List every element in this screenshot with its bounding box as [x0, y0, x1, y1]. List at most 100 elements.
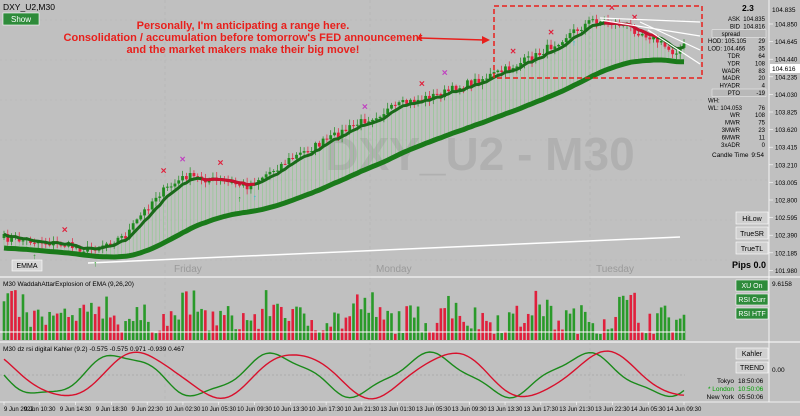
waddah-bar: [10, 290, 13, 340]
waddah-bar: [500, 333, 503, 340]
clock-tokyo-city: Tokyo: [717, 378, 734, 385]
waddah-bar: [374, 316, 378, 340]
candle-body: [82, 251, 86, 253]
candle-body: [230, 181, 234, 183]
info-row-value: 23: [758, 128, 765, 134]
candle-body: [363, 119, 367, 124]
waddah-bar: [435, 322, 439, 340]
waddah-bar: [656, 313, 659, 340]
spread-row-box: [711, 29, 767, 38]
waddah-bar: [329, 326, 333, 340]
price-tick-label: 104.850: [775, 22, 798, 29]
candle-body: [105, 243, 108, 246]
candle-body: [32, 242, 36, 244]
waddah-bar: [21, 294, 25, 340]
waddah-bar: [648, 313, 652, 340]
show-button[interactable]: [2, 12, 40, 26]
time-tick-label: 13 Jun 13:30: [488, 407, 523, 413]
trend-button[interactable]: [735, 361, 769, 374]
info-row-value: 0: [762, 143, 766, 149]
sell-signal-icon: ✕: [179, 155, 186, 164]
candle-body: [63, 245, 67, 247]
truesr-button[interactable]: [735, 226, 769, 240]
waddah-bar: [177, 319, 181, 340]
waddah-bar: [268, 316, 272, 340]
kahler-button[interactable]: [735, 347, 769, 360]
pointer-line-2: [599, 19, 701, 37]
rsi-htf-button[interactable]: [735, 307, 769, 320]
waddah-bar: [450, 318, 454, 340]
waddah-bar: [371, 292, 374, 340]
waddah-bar: [276, 303, 279, 340]
waddah-bar: [185, 291, 188, 340]
waddah-bar: [538, 304, 541, 340]
buy-signal-icon: ↑: [32, 252, 36, 261]
candle-body: [576, 29, 580, 31]
range-highlight-box: [493, 5, 703, 79]
waddah-bar: [382, 319, 386, 340]
price-tick-label: 103.415: [775, 145, 798, 152]
waddah-bar: [390, 313, 393, 340]
day-label-monday: Monday: [376, 264, 412, 275]
candle-body: [348, 125, 352, 132]
waddah-bar: [534, 290, 538, 340]
candle-body: [378, 116, 382, 119]
candle-body: [568, 33, 572, 39]
clock-london-time: 10:50:06: [738, 386, 764, 393]
candle-body: [557, 44, 561, 47]
candle-body: [553, 46, 557, 50]
waddah-bar: [318, 332, 321, 340]
waddah-bar: [272, 304, 276, 340]
xu-on-button[interactable]: [735, 279, 769, 292]
waddah-bar: [299, 307, 302, 340]
candle-body: [165, 186, 169, 188]
candle-body: [344, 129, 348, 132]
waddah-bar: [306, 325, 310, 340]
candle-body: [146, 209, 150, 211]
candle-body: [162, 187, 165, 197]
emma-button-label: EMMA: [17, 263, 38, 270]
waddah-bar: [321, 330, 325, 340]
truetl-button[interactable]: [735, 241, 769, 255]
waddah-bar: [295, 306, 298, 340]
info-row-value: 35: [758, 47, 765, 53]
candle-body: [2, 234, 6, 238]
waddah-bar: [659, 307, 663, 340]
info-row-label: 3MWR: [722, 128, 741, 134]
sell-signal-icon: ✕: [217, 159, 224, 168]
waddah-bar: [101, 318, 105, 340]
signal-markers: ↑ ✕ ↑ ✕ ✕ ✕ ↑ ↑ ✕ ✕ ✕ ✕ ✕ ↑ ✕ ✕: [32, 4, 638, 269]
waddah-bar: [602, 319, 606, 340]
candle-body: [21, 240, 25, 242]
hilow-button[interactable]: [735, 211, 769, 225]
rsi-curr-button[interactable]: [735, 293, 769, 306]
waddah-bar: [291, 309, 295, 340]
waddah-bar: [128, 318, 131, 340]
time-tick-label: 10 Jun 21:30: [345, 407, 380, 413]
waddah-bar: [420, 332, 424, 340]
emma-button[interactable]: [11, 259, 43, 272]
candle-body: [526, 56, 530, 58]
candle-body: [184, 176, 188, 180]
waddah-bar: [519, 326, 522, 340]
info-row-label: 6MWR: [722, 135, 741, 141]
price-tick-label: 102.185: [775, 250, 798, 257]
price-tick-label: 102.800: [775, 198, 798, 205]
candle-body: [298, 152, 302, 155]
waddah-bar: [55, 313, 59, 340]
candle-body: [291, 158, 295, 160]
rsi-scale-value: 0.00: [772, 367, 785, 374]
watermark-text: DXY_U2 - M30: [325, 128, 634, 180]
candle-body: [196, 176, 200, 178]
waddah-bar: [492, 333, 496, 340]
info-row-label: LOD: 104.466: [708, 47, 746, 53]
waddah-bar: [405, 306, 408, 340]
candle-body: [116, 237, 120, 244]
annotation-arrow-dot: [418, 36, 422, 40]
time-tick-label: 9 Jun 2022: [4, 407, 34, 413]
candle-body: [6, 234, 10, 242]
time-tick-label: 14 Jun 09:30: [667, 407, 702, 413]
waddah-bar: [204, 310, 207, 340]
waddah-bar: [443, 308, 446, 340]
clock-london-city: * London: [708, 386, 734, 393]
